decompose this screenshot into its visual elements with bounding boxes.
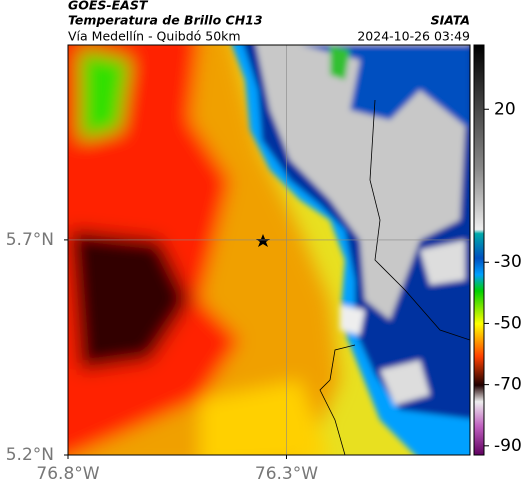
colorbar-tick-label: -30	[494, 252, 522, 272]
title: GOES-EAST	[68, 0, 149, 13]
y-tick-label: 5.2°N	[6, 445, 54, 465]
x-tick-label: 76.8°W	[36, 464, 99, 484]
map-frame	[67, 44, 471, 456]
satellite-image	[68, 45, 470, 455]
subtitle: Temperatura de Brillo CH13	[68, 13, 263, 28]
region: Vía Medellín - Quibdó 50km	[68, 29, 241, 44]
y-tick-label: 5.7°N	[6, 230, 54, 250]
colorbar-tick-label: 20	[494, 99, 516, 119]
source: SIATA	[431, 13, 470, 28]
x-tick-label: 76.3°W	[255, 464, 318, 484]
grid	[68, 45, 470, 455]
colorbar-tick-label: -50	[494, 313, 522, 333]
colorbar-tick-label: -70	[494, 375, 522, 395]
datetime: 2024-10-26 03:49	[357, 29, 470, 44]
colorbar	[473, 44, 485, 456]
colorbar-tick-label: -90	[494, 436, 522, 456]
